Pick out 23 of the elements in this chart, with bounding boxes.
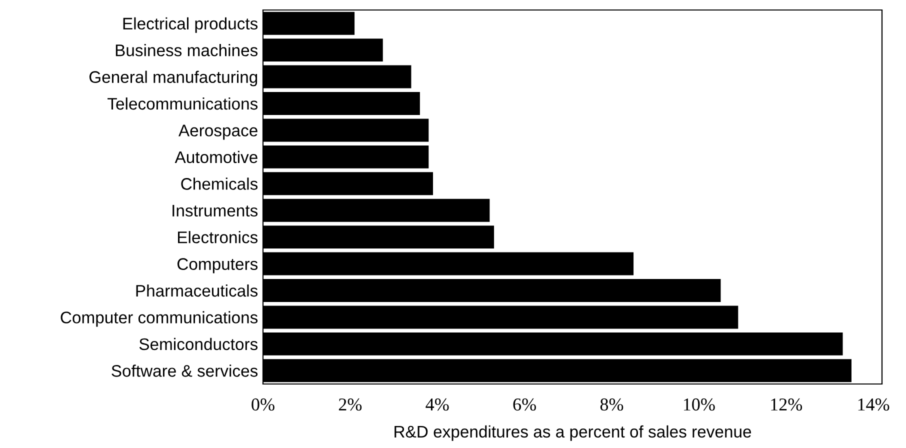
x-tick-label: 12% (771, 398, 802, 411)
x-tick-label: 0% (252, 398, 274, 411)
y-tick-label: Chemicals (181, 178, 258, 190)
y-tick-label: Automotive (174, 150, 258, 164)
y-tick-label: Aerospace (178, 124, 258, 140)
x-tick-label: 6% (513, 398, 536, 411)
y-tick-label: Computers (177, 258, 258, 274)
x-tick-label: 14% (858, 398, 890, 411)
y-tick-label: Semiconductors (139, 338, 258, 350)
y-tick-label: Instruments (172, 204, 258, 217)
y-tick-label: General manufacturing (89, 70, 258, 86)
x-tick-label: 4% (426, 398, 449, 411)
y-tick-label: Electrical products (123, 17, 258, 33)
x-tick-label: 2% (338, 398, 362, 411)
y-tick-label: Computer communications (60, 311, 258, 327)
x-axis-title: R&D expenditures as a percent of sales revenue (394, 425, 752, 441)
x-tick-label: 8% (600, 398, 624, 411)
y-tick-label: Pharmaceuticals (136, 284, 258, 297)
x-tick-label: 10% (684, 398, 715, 411)
y-tick-label: Software & services (112, 364, 258, 377)
y-tick-label: Business machines (116, 44, 258, 56)
y-tick-label: Electronics (178, 231, 258, 244)
y-tick-label: Telecommunications (108, 97, 258, 110)
